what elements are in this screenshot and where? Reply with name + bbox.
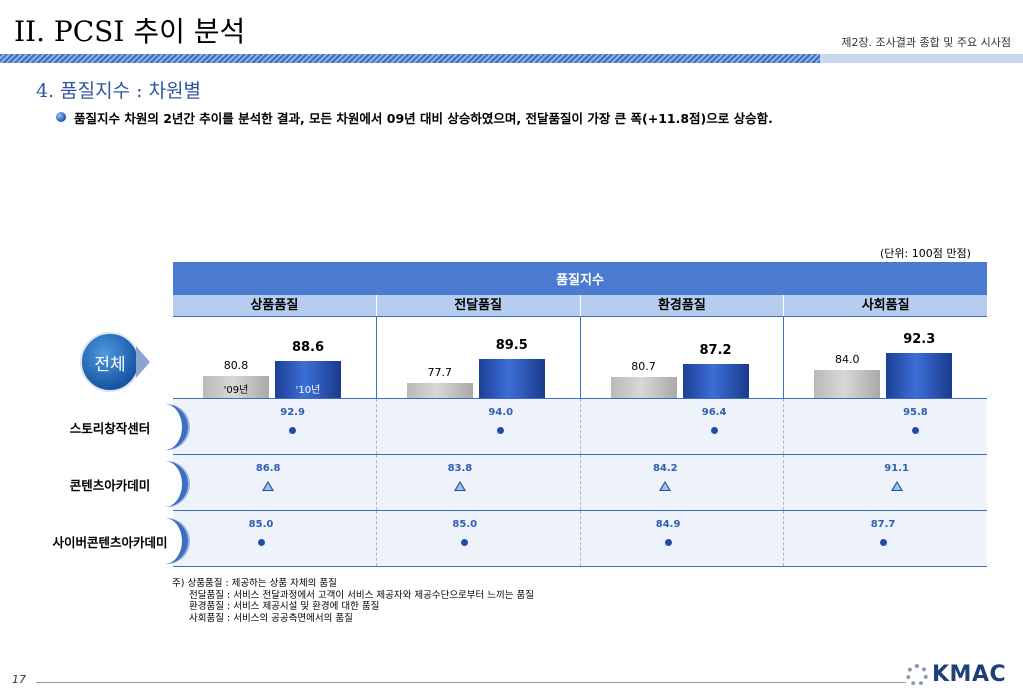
score-cell: 84.2: [581, 455, 785, 510]
value-2009: 80.8: [223, 359, 249, 373]
bar-row: 80.8 88.6 '09년 '10년 77.7 89.5 80.7 87.2 84.0 92.3: [173, 317, 987, 399]
unit-label: (단위: 100점 만점): [880, 247, 971, 260]
footer-line: [36, 682, 906, 683]
bar-2009: [203, 376, 269, 398]
score-value: 84.9: [655, 519, 681, 530]
table-header: 품질지수: [173, 262, 987, 295]
score-value: 95.8: [903, 407, 928, 418]
page-title: II. PCSI 추이 분석: [14, 15, 246, 48]
org-label: 사이버콘텐츠아카데미: [38, 518, 188, 564]
dimension-header: 환경품질: [580, 295, 785, 316]
bar-cell: 80.7 87.2: [581, 317, 785, 398]
org-label: 콘텐츠아카데미: [38, 461, 188, 507]
dot-marker-icon: [664, 539, 672, 546]
dot-marker-icon: [911, 427, 919, 434]
bar-2010: [275, 360, 341, 398]
note-line: 사회품질 : 서비스의 공공측면에서의 품질: [189, 612, 353, 624]
bar-2009: [814, 370, 881, 398]
dimension-header: 사회품질: [784, 295, 987, 316]
page-number: 17: [12, 673, 26, 686]
year-label-2010: '10년: [295, 385, 321, 396]
value-2010: 87.2: [699, 342, 732, 358]
bar-2010: [682, 363, 749, 398]
score-value: 83.8: [447, 463, 473, 474]
bar-cell: 84.0 92.3: [784, 317, 987, 398]
note-line: 전달품질 : 서비스 전달과정에서 고객이 서비스 제공자와 제공수단으로부터 …: [189, 589, 535, 601]
chapter-label: 제2장. 조사결과 종합 및 주요 시사점: [841, 36, 1011, 49]
triangle-marker-icon: [659, 481, 672, 491]
triangle-marker-icon: [890, 481, 903, 491]
dot-marker-icon: [879, 539, 887, 546]
value-2009: 80.7: [631, 359, 656, 373]
value-2010: 88.6: [291, 339, 325, 355]
dot-marker-icon: [461, 539, 469, 546]
total-badge: 전체: [80, 332, 156, 392]
title-bar-right: [820, 54, 1023, 63]
score-cell: 95.8: [784, 399, 987, 454]
gear-icon: [906, 663, 928, 686]
section-title: 4. 품질지수 : 차원별: [36, 80, 202, 102]
note-line: 상품품질 : 제공하는 상품 자체의 품질: [187, 578, 337, 589]
score-cell: 84.9: [581, 511, 785, 566]
bullet-icon: [56, 112, 66, 122]
score-cell: 85.0: [377, 511, 581, 566]
value-2010: 89.5: [495, 338, 528, 353]
triangle-marker-icon: [262, 481, 275, 491]
score-value: 96.4: [701, 407, 727, 418]
value-2009: 84.0: [835, 353, 860, 366]
arrow-right-icon: [136, 346, 150, 378]
score-value: 84.2: [652, 463, 678, 474]
score-cell: 96.4: [581, 399, 785, 454]
bar-2009: [406, 382, 473, 398]
total-circle: 전체: [80, 332, 140, 392]
dot-marker-icon: [710, 427, 718, 434]
score-cell: 85.0: [173, 511, 377, 566]
score-cell: 87.7: [784, 511, 987, 566]
score-cell: 86.8: [173, 455, 377, 510]
score-row: 86.8 83.8 84.2 91.1: [173, 455, 987, 511]
org-label: 스토리창작센터: [38, 404, 188, 450]
score-cell: 83.8: [377, 455, 581, 510]
kmac-logo: KMAC: [906, 662, 1006, 687]
score-value: 85.0: [248, 519, 274, 530]
score-value: 85.0: [452, 519, 478, 530]
score-value: 86.8: [255, 463, 281, 474]
value-2009: 77.7: [427, 365, 453, 379]
year-label-2009: '09년: [223, 385, 249, 396]
dot-marker-icon: [289, 427, 297, 434]
note-prefix: 주): [172, 578, 185, 589]
bar-2010: [478, 359, 545, 398]
footnotes: 주) 상품품질 : 제공하는 상품 자체의 품질 전달품질 : 서비스 전달과정…: [172, 578, 534, 624]
bar-2009: [610, 376, 677, 398]
score-value: 94.0: [488, 407, 514, 418]
note-line: 환경품질 : 서비스 제공시설 및 환경에 대한 품질: [189, 601, 380, 612]
value-2010: 92.3: [903, 332, 936, 348]
dimension-header: 상품품질: [173, 295, 377, 316]
score-cell: 92.9: [173, 399, 377, 454]
score-value: 92.9: [280, 407, 305, 418]
bar-2010: [886, 353, 953, 398]
bar-cell: 80.8 88.6 '09년 '10년: [173, 317, 377, 398]
score-value: 91.1: [884, 463, 909, 474]
dimension-header-row: 상품품질 전달품질 환경품질 사회품질: [173, 295, 987, 317]
dot-marker-icon: [497, 427, 505, 434]
quality-table: 품질지수 상품품질 전달품질 환경품질 사회품질 80.8 88.6 '09년 '10…: [173, 262, 987, 567]
logo-text: KMAC: [932, 662, 1007, 687]
score-row: 85.0 85.0 84.9 87.7: [173, 511, 987, 567]
score-row: 92.9 94.0 96.4 95.8: [173, 399, 987, 455]
score-cell: 94.0: [377, 399, 581, 454]
dimension-header: 전달품질: [376, 295, 581, 316]
score-value: 87.7: [870, 519, 896, 530]
summary-text: 품질지수 차원의 2년간 추이를 분석한 결과, 모든 차원에서 09년 대비 …: [74, 111, 773, 126]
score-cell: 91.1: [784, 455, 987, 510]
bar-cell: 77.7 89.5: [377, 317, 581, 398]
triangle-marker-icon: [453, 481, 466, 491]
dot-marker-icon: [257, 539, 265, 546]
title-bar: [0, 54, 1023, 63]
